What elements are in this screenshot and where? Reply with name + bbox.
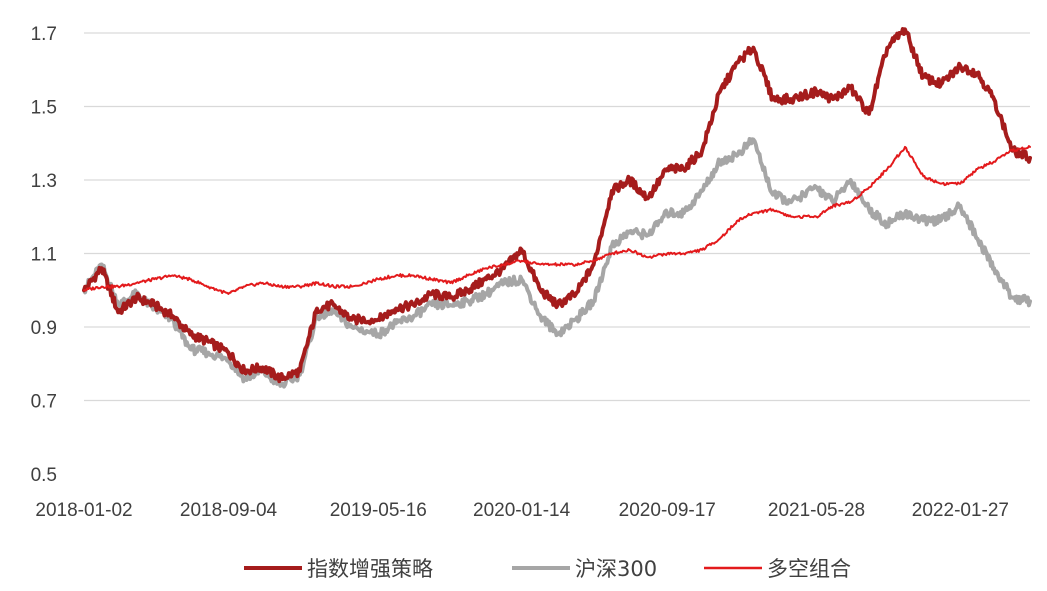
legend-label-2: 多空组合 xyxy=(767,557,851,581)
y-tick-label: 1.1 xyxy=(31,245,57,266)
series-line-1 xyxy=(82,137,1032,389)
y-tick-label: 0.7 xyxy=(31,392,57,413)
series-line-2 xyxy=(83,145,1031,295)
x-tick-label: 2018-01-02 xyxy=(35,500,132,521)
gridlines xyxy=(84,32,1030,402)
y-tick-label: 1.3 xyxy=(31,171,57,192)
x-tick-label: 2020-01-14 xyxy=(473,500,571,521)
y-tick-label: 1.5 xyxy=(31,98,57,119)
legend-label-1: 沪深300 xyxy=(575,557,657,581)
x-tick-label: 2018-09-04 xyxy=(180,500,278,521)
y-tick-label: 1.7 xyxy=(31,24,57,45)
legend-label-0: 指数增强策略 xyxy=(307,557,433,581)
x-axis-ticks: 2018-01-02 2018-09-04 2019-05-16 2020-01-14… xyxy=(35,500,1009,521)
x-tick-label: 2020-09-17 xyxy=(619,500,716,521)
legend: 指数增强策略 沪深300 多空组合 xyxy=(244,557,851,581)
x-tick-label: 2019-05-16 xyxy=(330,500,427,521)
x-tick-label: 2022-01-27 xyxy=(912,500,1009,521)
series-lines xyxy=(82,27,1032,389)
x-tick-label: 2021-05-28 xyxy=(768,500,865,521)
series-line-0 xyxy=(82,27,1032,384)
y-tick-label: 0.5 xyxy=(31,465,57,486)
y-axis-ticks: 0.5 0.7 0.9 1.1 1.3 1.5 1.7 xyxy=(31,24,57,486)
y-tick-label: 0.9 xyxy=(31,318,57,339)
